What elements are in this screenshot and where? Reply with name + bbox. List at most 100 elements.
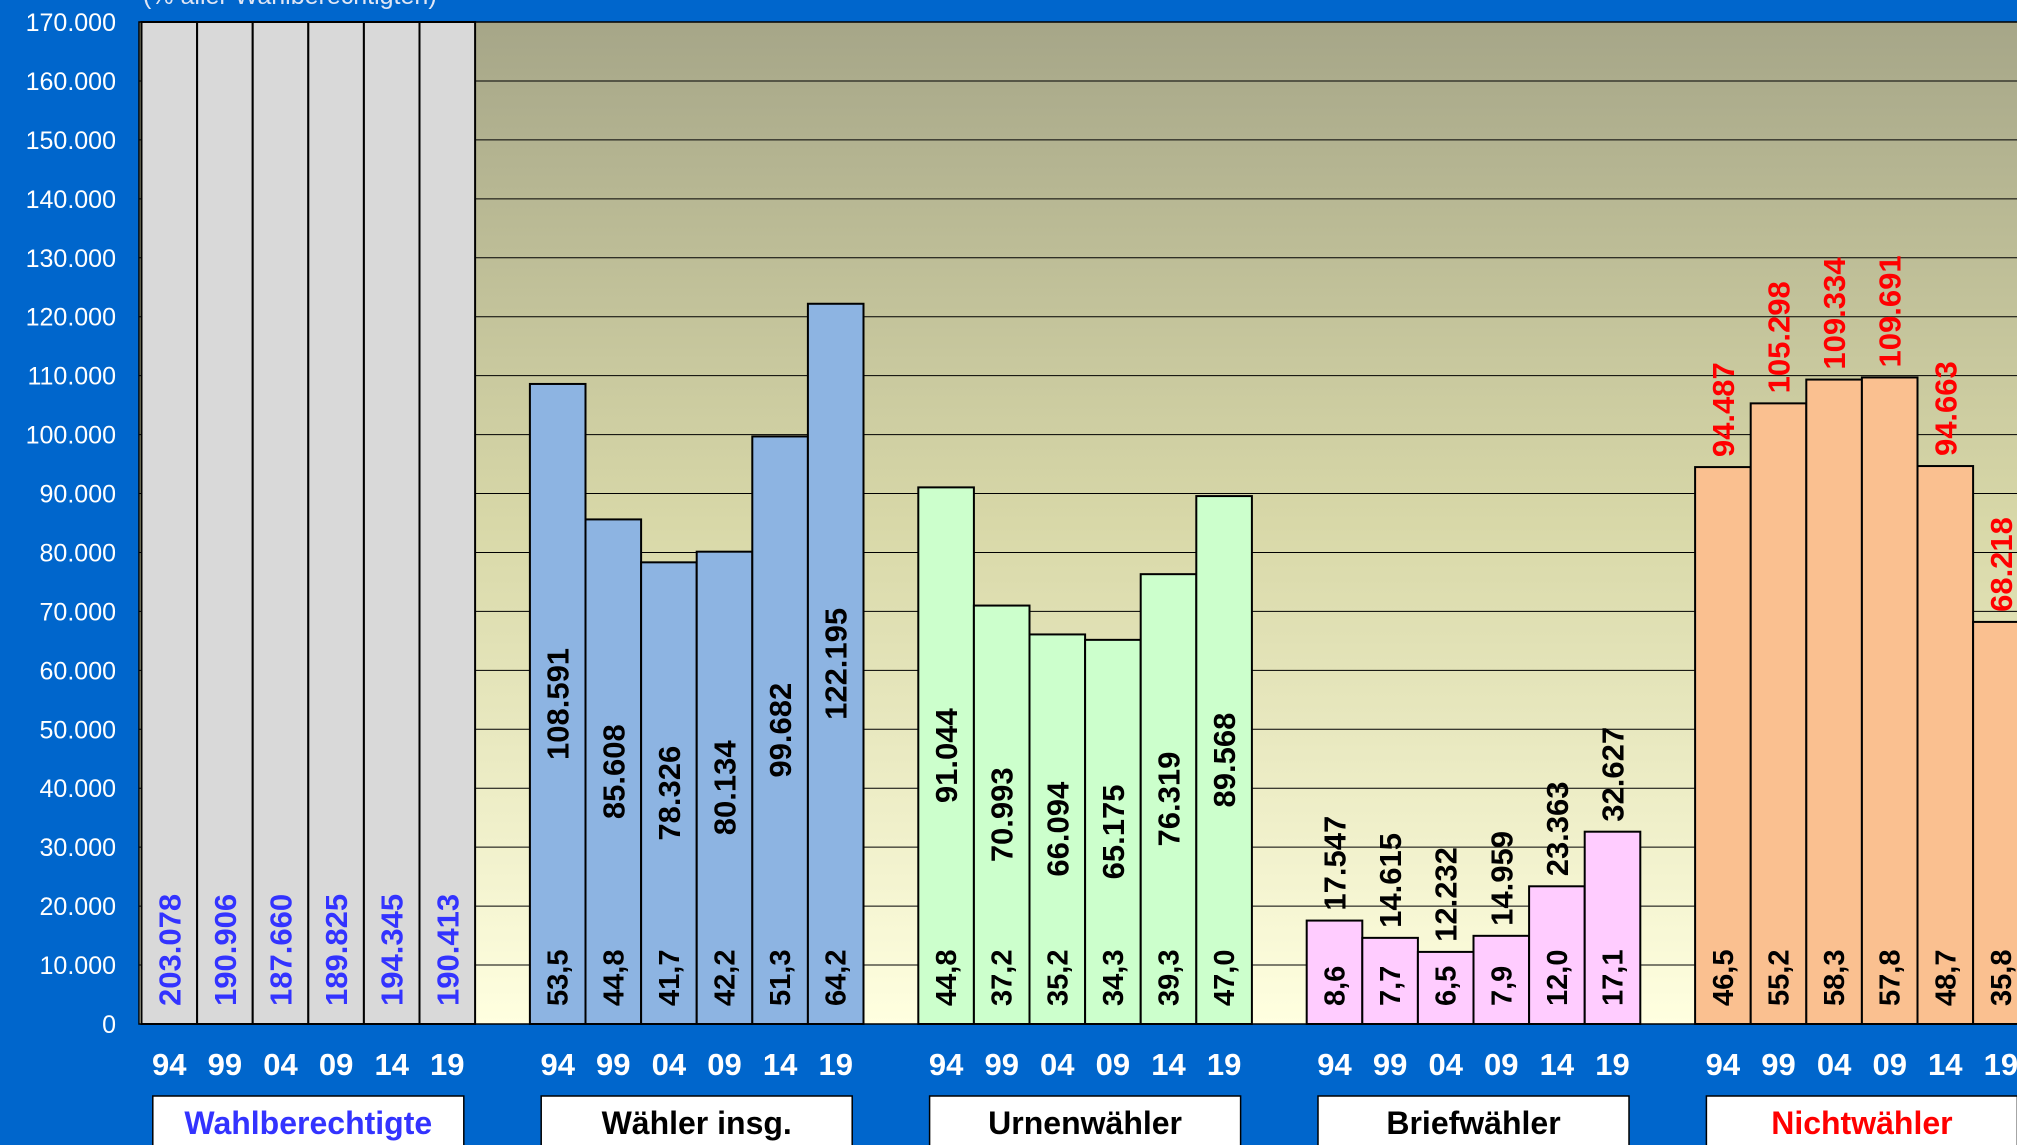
group-label: Nichtwähler — [1771, 1105, 1952, 1141]
value-label: 122.195 — [819, 608, 854, 720]
x-tick-label: 14 — [1928, 1047, 1963, 1082]
y-tick-label: 70.000 — [40, 598, 116, 626]
x-tick-label: 09 — [707, 1047, 741, 1082]
group-label-box — [1705, 1095, 2017, 1145]
value-label: 23.363 — [1540, 781, 1575, 876]
x-tick-label: 04 — [1817, 1047, 1852, 1082]
bar — [1361, 936, 1419, 1026]
x-tick-label: 19 — [1595, 1047, 1629, 1082]
value-label: 76.319 — [1152, 752, 1187, 847]
value-label: 189.825 — [319, 894, 354, 1006]
value-label: 203.078 — [152, 894, 187, 1006]
x-tick-label: 19 — [430, 1047, 464, 1082]
x-tick-label: 09 — [1096, 1047, 1130, 1082]
bar — [251, 21, 310, 1025]
value-label: 99.682 — [763, 683, 798, 778]
bar — [806, 302, 865, 1025]
x-tick-label: 94 — [929, 1047, 964, 1082]
bar — [917, 486, 975, 1025]
share-label: 53,5 — [543, 950, 575, 1006]
y-tick-label: 140.000 — [26, 186, 116, 214]
x-tick-label: 99 — [596, 1047, 630, 1082]
value-label: 190.906 — [208, 894, 243, 1006]
bar — [695, 550, 754, 1025]
bar — [1860, 376, 1919, 1026]
value-label: 12.232 — [1429, 847, 1464, 942]
y-tick-label: 80.000 — [40, 539, 116, 567]
value-label: 70.993 — [985, 767, 1020, 862]
bar — [528, 382, 587, 1026]
x-tick-label: 04 — [652, 1047, 687, 1082]
bar — [972, 604, 1031, 1025]
value-label: 187.660 — [264, 894, 299, 1006]
value-label: 32.627 — [1596, 727, 1631, 822]
bar — [362, 21, 421, 1025]
x-tick-label: 94 — [540, 1047, 575, 1082]
value-label: 85.608 — [596, 724, 631, 819]
group-label: Wahlberechtigte — [184, 1105, 432, 1141]
bar — [1472, 934, 1531, 1025]
group-label-box — [152, 1095, 465, 1145]
y-tick-label: 160.000 — [26, 68, 116, 96]
y-tick-label: 100.000 — [26, 422, 116, 450]
value-label: 14.615 — [1373, 833, 1408, 928]
y-tick-label: 0 — [102, 1011, 116, 1039]
share-label: 58,3 — [1819, 950, 1851, 1006]
y-tick-label: 170.000 — [26, 9, 116, 37]
x-tick-label: 99 — [984, 1047, 1018, 1082]
bar — [1805, 378, 1863, 1025]
y-tick-label: 50.000 — [40, 716, 116, 744]
x-tick-label: 14 — [1540, 1047, 1575, 1082]
share-label: 35,2 — [1042, 950, 1074, 1006]
value-label: 78.326 — [652, 746, 687, 841]
group-label: Urnenwähler — [988, 1105, 1182, 1141]
y-tick-label: 150.000 — [26, 127, 116, 155]
share-label: 48,7 — [1930, 950, 1962, 1006]
subtitle: (% aller Wahlberechtigten) — [143, 0, 437, 10]
bar — [1916, 465, 1975, 1025]
share-label: 6,5 — [1431, 966, 1463, 1006]
bar — [196, 21, 254, 1025]
share-label: 37,2 — [987, 950, 1019, 1006]
share-label: 39,3 — [1154, 950, 1186, 1006]
x-tick-label: 94 — [1317, 1047, 1352, 1082]
bar — [1694, 466, 1752, 1025]
bar — [140, 21, 199, 1025]
value-label: 80.134 — [708, 740, 743, 836]
y-tick-label: 20.000 — [40, 893, 116, 921]
y-tick-label: 30.000 — [40, 834, 116, 862]
bar — [307, 21, 365, 1025]
y-tick-label: 10.000 — [40, 952, 116, 980]
group-label-box — [928, 1095, 1242, 1145]
share-label: 7,7 — [1375, 966, 1407, 1006]
value-label: 194.345 — [375, 894, 410, 1006]
x-tick-label: 04 — [263, 1047, 298, 1082]
bar — [640, 561, 698, 1025]
value-label: 108.591 — [541, 648, 576, 760]
bar — [1749, 402, 1808, 1025]
group-label: Briefwähler — [1386, 1105, 1560, 1141]
value-label: 190.413 — [430, 894, 465, 1006]
share-label: 47,0 — [1209, 950, 1241, 1006]
x-tick-label: 19 — [1207, 1047, 1241, 1082]
y-tick-label: 110.000 — [27, 363, 116, 391]
value-label: 105.298 — [1762, 281, 1797, 393]
bar — [1972, 620, 2017, 1026]
share-label: 7,9 — [1486, 966, 1518, 1006]
group-label-box — [1317, 1095, 1630, 1145]
x-tick-label: 94 — [1706, 1047, 1741, 1082]
group-label-box — [540, 1095, 853, 1145]
x-tick-label: 09 — [1484, 1047, 1518, 1082]
x-tick-label: 99 — [208, 1047, 242, 1082]
share-label: 46,5 — [1708, 950, 1740, 1006]
share-label: 41,7 — [654, 950, 686, 1006]
x-tick-label: 09 — [1872, 1047, 1906, 1082]
x-tick-label: 14 — [1151, 1047, 1186, 1082]
value-label: 94.487 — [1706, 362, 1741, 457]
x-tick-label: 09 — [319, 1047, 353, 1082]
bar — [1195, 495, 1253, 1025]
value-label: 66.094 — [1040, 781, 1075, 877]
y-tick-label: 90.000 — [40, 481, 116, 509]
